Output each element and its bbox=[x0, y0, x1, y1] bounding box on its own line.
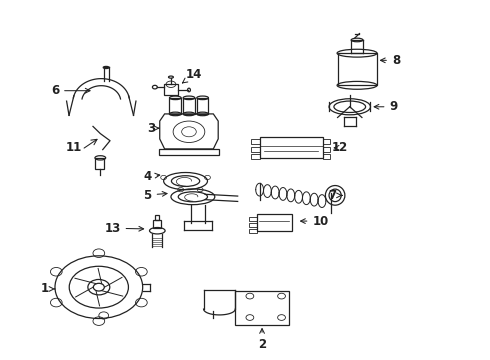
Bar bbox=[159, 149, 219, 155]
Bar bbox=[260, 138, 323, 158]
Bar bbox=[164, 84, 178, 95]
Text: 2: 2 bbox=[258, 329, 266, 351]
Bar bbox=[235, 291, 289, 325]
Bar bbox=[251, 148, 260, 153]
Bar bbox=[323, 148, 330, 153]
Text: 5: 5 bbox=[144, 189, 167, 202]
Text: 7: 7 bbox=[329, 189, 343, 202]
Text: 12: 12 bbox=[332, 141, 348, 154]
Text: 8: 8 bbox=[381, 54, 400, 67]
Bar bbox=[323, 139, 330, 144]
Text: 13: 13 bbox=[104, 222, 144, 235]
Bar bbox=[249, 229, 257, 233]
Text: 6: 6 bbox=[51, 84, 90, 97]
Bar bbox=[323, 154, 330, 158]
Bar bbox=[338, 53, 376, 85]
Bar bbox=[197, 98, 208, 114]
Bar bbox=[155, 215, 159, 220]
Text: 9: 9 bbox=[374, 100, 398, 113]
Bar bbox=[249, 217, 257, 221]
Text: 4: 4 bbox=[144, 170, 160, 183]
Bar bbox=[257, 214, 292, 231]
Text: 14: 14 bbox=[182, 68, 202, 83]
Text: 10: 10 bbox=[300, 215, 329, 228]
Bar bbox=[251, 154, 260, 158]
Bar bbox=[251, 139, 260, 144]
Bar bbox=[183, 98, 195, 114]
Bar bbox=[170, 98, 181, 114]
Bar bbox=[153, 220, 161, 228]
Text: 11: 11 bbox=[65, 141, 82, 154]
Text: 3: 3 bbox=[147, 122, 159, 135]
Bar bbox=[96, 158, 104, 169]
Text: 1: 1 bbox=[41, 283, 55, 296]
Bar bbox=[249, 223, 257, 227]
